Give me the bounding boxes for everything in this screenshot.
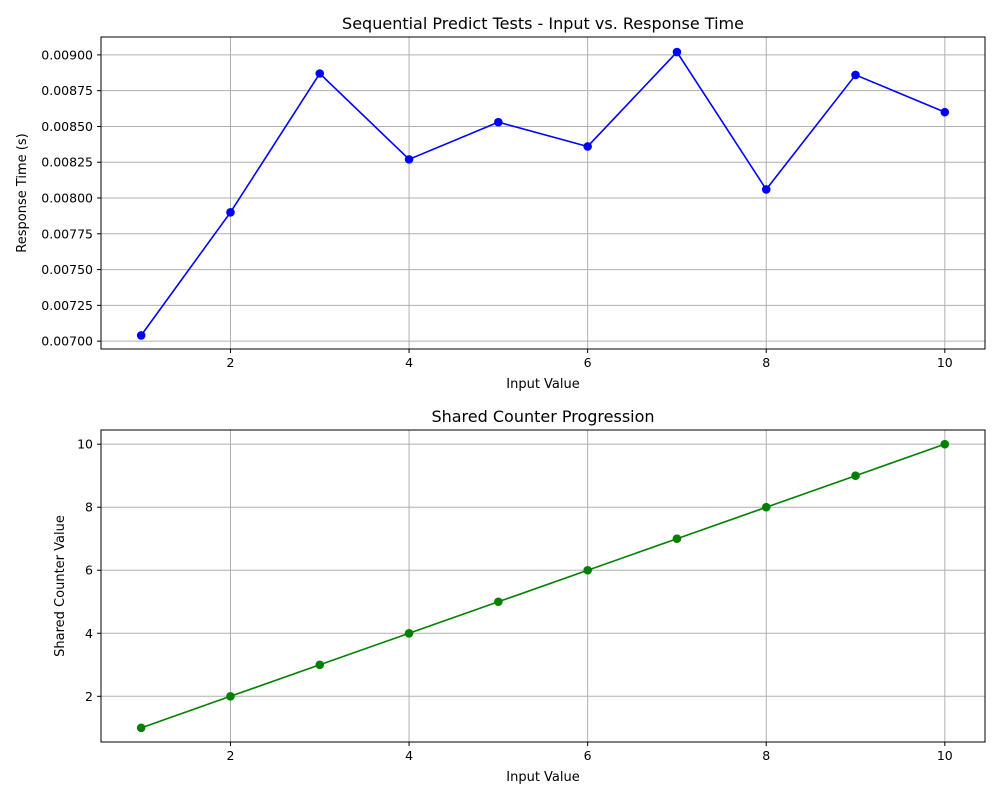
y-tick-label: 0.00825 <box>41 155 93 170</box>
y-tick-label: 0.00800 <box>41 191 93 206</box>
series-line <box>136 47 950 340</box>
series-polyline <box>140 443 946 729</box>
y-tick-label: 8 <box>85 500 93 515</box>
x-tick-label: 6 <box>584 748 592 763</box>
y-axis-label: Response Time (s) <box>15 133 30 252</box>
y-tick-label: 0.00725 <box>41 298 93 313</box>
y-tick-label: 6 <box>85 563 93 578</box>
grid-lines <box>101 37 985 349</box>
x-tick-label: 2 <box>226 748 234 763</box>
y-tick-label: 2 <box>85 689 93 704</box>
data-point <box>315 660 325 670</box>
series-line <box>136 439 950 733</box>
y-tick-label: 0.00700 <box>41 334 93 349</box>
y-tick-label: 0.00875 <box>41 83 93 98</box>
data-point <box>404 628 414 638</box>
y-tick-label: 0.00850 <box>41 119 93 134</box>
data-point <box>851 70 860 80</box>
x-tick-label: 4 <box>405 748 413 763</box>
axis-ticks: 2 4 6 8 10 2 4 6 8 10 <box>77 437 953 763</box>
x-tick-label: 4 <box>405 355 413 370</box>
x-tick-label: 6 <box>584 355 592 370</box>
x-axis-label: Input Value <box>506 377 580 392</box>
data-point <box>136 723 146 733</box>
x-tick-label: 8 <box>762 748 770 763</box>
data-point <box>226 208 235 217</box>
data-point <box>494 117 503 127</box>
data-point <box>583 142 592 151</box>
grid-lines <box>101 430 985 742</box>
y-tick-label: 10 <box>77 437 93 452</box>
chart-title: Sequential Predict Tests - Input vs. Res… <box>342 14 744 33</box>
data-point <box>851 471 860 480</box>
series-polyline <box>140 50 946 336</box>
data-point <box>315 69 325 78</box>
data-point <box>583 565 592 575</box>
data-point <box>940 439 950 449</box>
data-point <box>940 107 950 117</box>
plot-frame <box>100 36 986 350</box>
data-point <box>761 185 771 194</box>
y-axis-label: Shared Counter Value <box>53 515 68 657</box>
data-point <box>404 155 414 164</box>
x-tick-label: 8 <box>762 355 770 370</box>
data-point <box>494 597 503 607</box>
chart-title: Shared Counter Progression <box>431 407 654 426</box>
y-tick-label: 0.00775 <box>41 226 93 241</box>
y-tick-label: 4 <box>85 626 93 641</box>
axis-ticks: 2 4 6 8 10 0.00700 0.00725 0.00750 0.00775 0.0080… <box>41 47 953 370</box>
x-tick-label: 10 <box>937 748 953 763</box>
response-time-chart: Sequential Predict Tests - Input vs. Res… <box>15 14 986 392</box>
y-tick-label: 0.00750 <box>41 262 93 277</box>
data-point <box>761 502 771 512</box>
x-tick-label: 2 <box>226 355 234 370</box>
x-axis-label: Input Value <box>506 770 580 785</box>
plot-frame <box>100 429 986 743</box>
data-point <box>672 534 682 544</box>
x-tick-label: 10 <box>937 355 953 370</box>
shared-counter-chart: Shared Counter Progression 2 4 6 8 10246810 … <box>53 407 986 785</box>
data-point <box>226 692 235 701</box>
data-point <box>136 331 146 340</box>
y-tick-label: 0.00900 <box>41 47 93 62</box>
data-point <box>672 47 682 57</box>
